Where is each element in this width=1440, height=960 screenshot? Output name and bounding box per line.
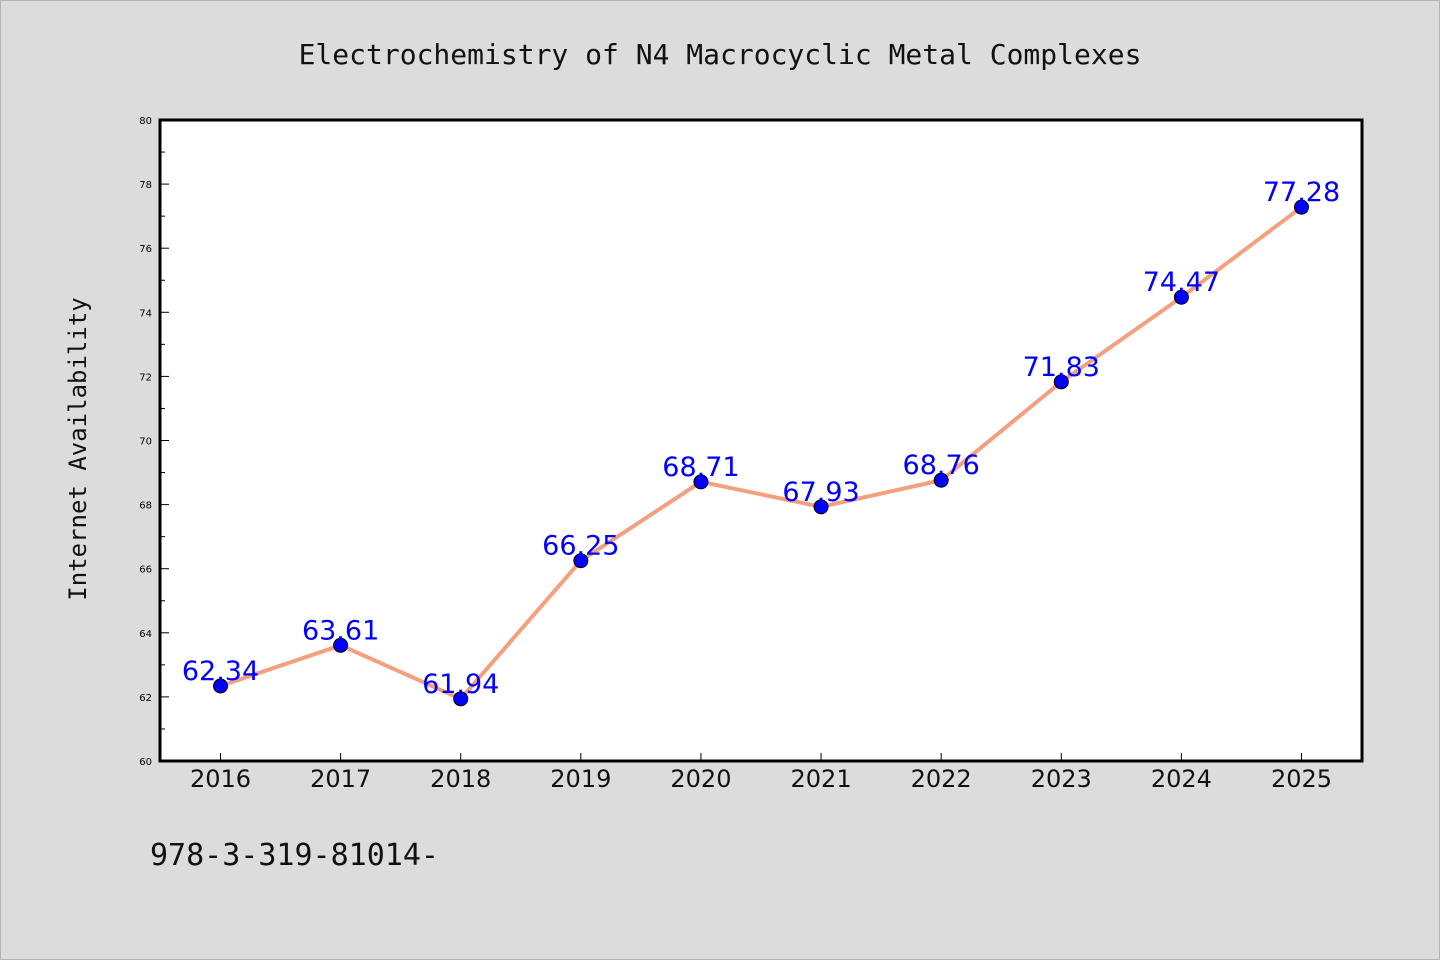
x-tick-label: 2022 [911,765,972,793]
x-tick-label: 2019 [550,765,611,793]
data-point-marker [933,472,949,488]
y-tick-label: 60 [139,757,152,768]
data-label: 68.71 [662,452,739,483]
x-tick-label: 2023 [1031,765,1092,793]
data-label: 67.93 [782,477,859,508]
series-line [218,205,1304,701]
plot-area [158,118,1364,763]
y-tick-label: 74 [139,308,152,319]
data-point-marker [1173,289,1189,305]
data-label: 74.47 [1143,267,1220,298]
chart-title: Electrochemistry of N4 Macrocyclic Metal… [299,38,1142,71]
data-label: 66.25 [542,531,619,562]
y-tick-label: 66 [139,565,152,576]
data-label: 61.94 [422,669,499,700]
data-point-marker [573,553,589,569]
x-tick-label: 2017 [310,765,371,793]
x-tick-label: 2024 [1151,765,1212,793]
y-axis-label: Internet Availability [64,297,92,600]
data-point-marker [693,474,709,490]
data-point-marker [453,691,469,707]
series-layer: 62.34 63.61 61.94 66.25 68.71 67.93 68.76 71.83… [182,177,1340,707]
y-tick-label: 64 [139,629,152,640]
x-tick-label: 2020 [670,765,731,793]
data-label: 68.76 [903,450,980,481]
x-tick-label: 2025 [1271,765,1332,793]
axis-ticks: 60 62 64 66 68 70 72 74 76 78 80 2016 2017 2018 2019 20… [139,116,1332,793]
data-point-marker [333,637,349,653]
y-tick-label: 78 [139,180,152,191]
data-label: 77.28 [1263,177,1340,208]
x-tick-label: 2016 [190,765,251,793]
y-tick-label: 62 [139,693,152,704]
data-label: 63.61 [302,615,379,646]
y-tick-label: 72 [139,372,152,383]
y-tick-label: 70 [139,437,152,448]
data-label: 71.83 [1023,352,1100,383]
data-point-marker [813,499,829,515]
footer-text: 978-3-319-81014- [150,838,439,873]
y-tick-label: 80 [139,116,152,127]
x-tick-label: 2018 [430,765,491,793]
data-label: 62.34 [182,656,259,687]
data-point-marker [213,678,228,694]
y-tick-label: 76 [139,244,152,255]
data-point-marker [1053,374,1069,390]
y-tick-label: 68 [139,501,152,512]
x-tick-label: 2021 [791,765,852,793]
data-point-marker [1294,199,1309,215]
